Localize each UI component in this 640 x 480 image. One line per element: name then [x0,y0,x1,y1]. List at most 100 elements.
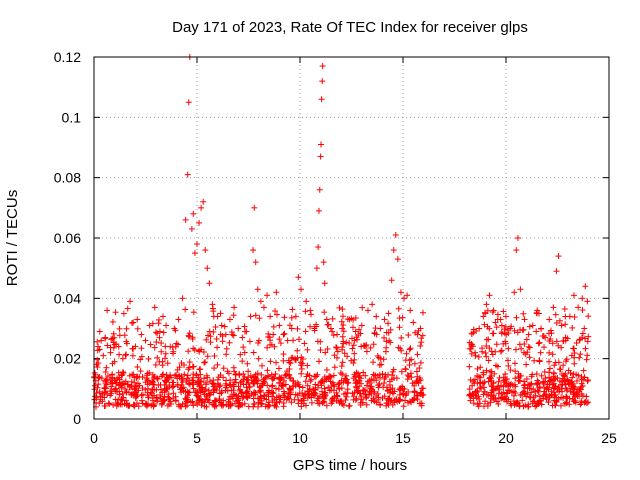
band-point-marker [363,394,370,401]
band-point-marker [526,323,533,330]
band-point-marker [318,377,325,384]
band-point-marker [195,397,202,404]
data-point-marker [550,304,557,311]
data-point-marker [472,349,479,356]
band-point-marker [179,379,186,386]
band-point-marker [490,330,497,337]
data-point-marker [319,63,326,70]
data-point-marker [179,295,186,302]
band-point-marker [183,394,190,401]
band-point-marker [562,358,569,365]
band-point-marker [532,392,539,399]
band-point-marker [283,372,290,379]
band-point-marker [131,386,138,393]
band-point-marker [505,345,512,352]
data-point-marker [327,325,334,332]
band-point-marker [129,352,136,359]
band-point-marker [485,357,492,364]
band-point-marker [240,376,247,383]
band-point-marker [307,323,314,330]
band-point-marker [533,371,540,378]
band-point-marker [246,338,253,345]
data-point-marker [318,96,325,103]
data-point-marker [317,153,324,160]
band-point-marker [346,340,353,347]
band-point-marker [561,400,568,407]
band-point-marker [333,389,340,396]
band-point-marker [266,334,273,341]
band-point-marker [576,354,583,361]
band-point-marker [166,384,173,391]
band-point-marker [560,395,567,402]
band-point-marker [197,366,204,373]
band-point-marker [102,368,109,375]
band-point-marker [349,390,356,397]
band-point-marker [383,384,390,391]
data-point-marker [507,325,514,332]
band-point-marker [504,390,511,397]
band-point-marker [497,348,504,355]
band-point-marker [190,377,197,384]
band-point-marker [538,372,545,379]
y-tick-label: 0.06 [54,230,81,246]
band-point-marker [494,311,501,318]
band-point-marker [344,353,351,360]
data-point-marker [107,349,114,356]
band-point-marker [286,322,293,329]
data-point-marker [247,313,254,320]
y-axis-label: ROTI / TECUs [4,190,21,286]
band-point-marker [273,394,280,401]
band-point-marker [553,338,560,345]
band-point-marker [111,386,118,393]
band-point-marker [108,387,115,394]
band-point-marker [536,358,543,365]
band-point-marker [195,379,202,386]
data-point-marker [196,219,203,226]
band-point-marker [149,371,156,378]
data-point-marker [388,277,395,284]
band-point-marker [252,374,259,381]
band-point-marker [232,400,239,407]
band-point-marker [374,390,381,397]
data-point-marker [231,304,238,311]
band-point-marker [503,382,510,389]
band-point-marker [306,393,313,400]
band-point-marker [225,370,232,377]
band-point-marker [241,323,248,330]
band-point-marker [416,377,423,384]
band-point-marker [512,389,519,396]
data-point-marker [260,304,267,311]
band-point-marker [169,350,176,357]
band-point-marker [275,386,282,393]
band-point-marker [515,370,522,377]
band-point-marker [217,372,224,379]
band-point-marker [535,379,542,386]
x-tick-label: 25 [601,430,617,446]
band-point-marker [299,360,306,367]
band-point-marker [290,337,297,344]
band-point-marker [294,325,301,332]
band-point-marker [288,314,295,321]
band-point-marker [488,395,495,402]
band-point-marker [563,385,570,392]
data-point-marker [352,328,359,335]
data-point-marker [202,247,209,254]
band-point-marker [368,390,375,397]
data-point-marker [414,331,421,338]
band-point-marker [110,344,117,351]
band-point-marker [474,372,481,379]
band-point-marker [553,320,560,327]
band-point-marker [296,390,303,397]
band-point-marker [123,325,130,332]
y-tick-label: 0 [73,411,81,427]
band-point-marker [387,339,394,346]
band-point-marker [300,393,307,400]
band-point-marker [122,378,129,385]
x-tick-labels: 0 5 10 15 20 25 [90,430,617,446]
band-point-marker [118,372,125,379]
band-point-marker [109,318,116,325]
data-point-marker [303,298,310,305]
band-point-marker [227,377,234,384]
band-point-marker [235,402,242,409]
band-point-marker [396,324,403,331]
